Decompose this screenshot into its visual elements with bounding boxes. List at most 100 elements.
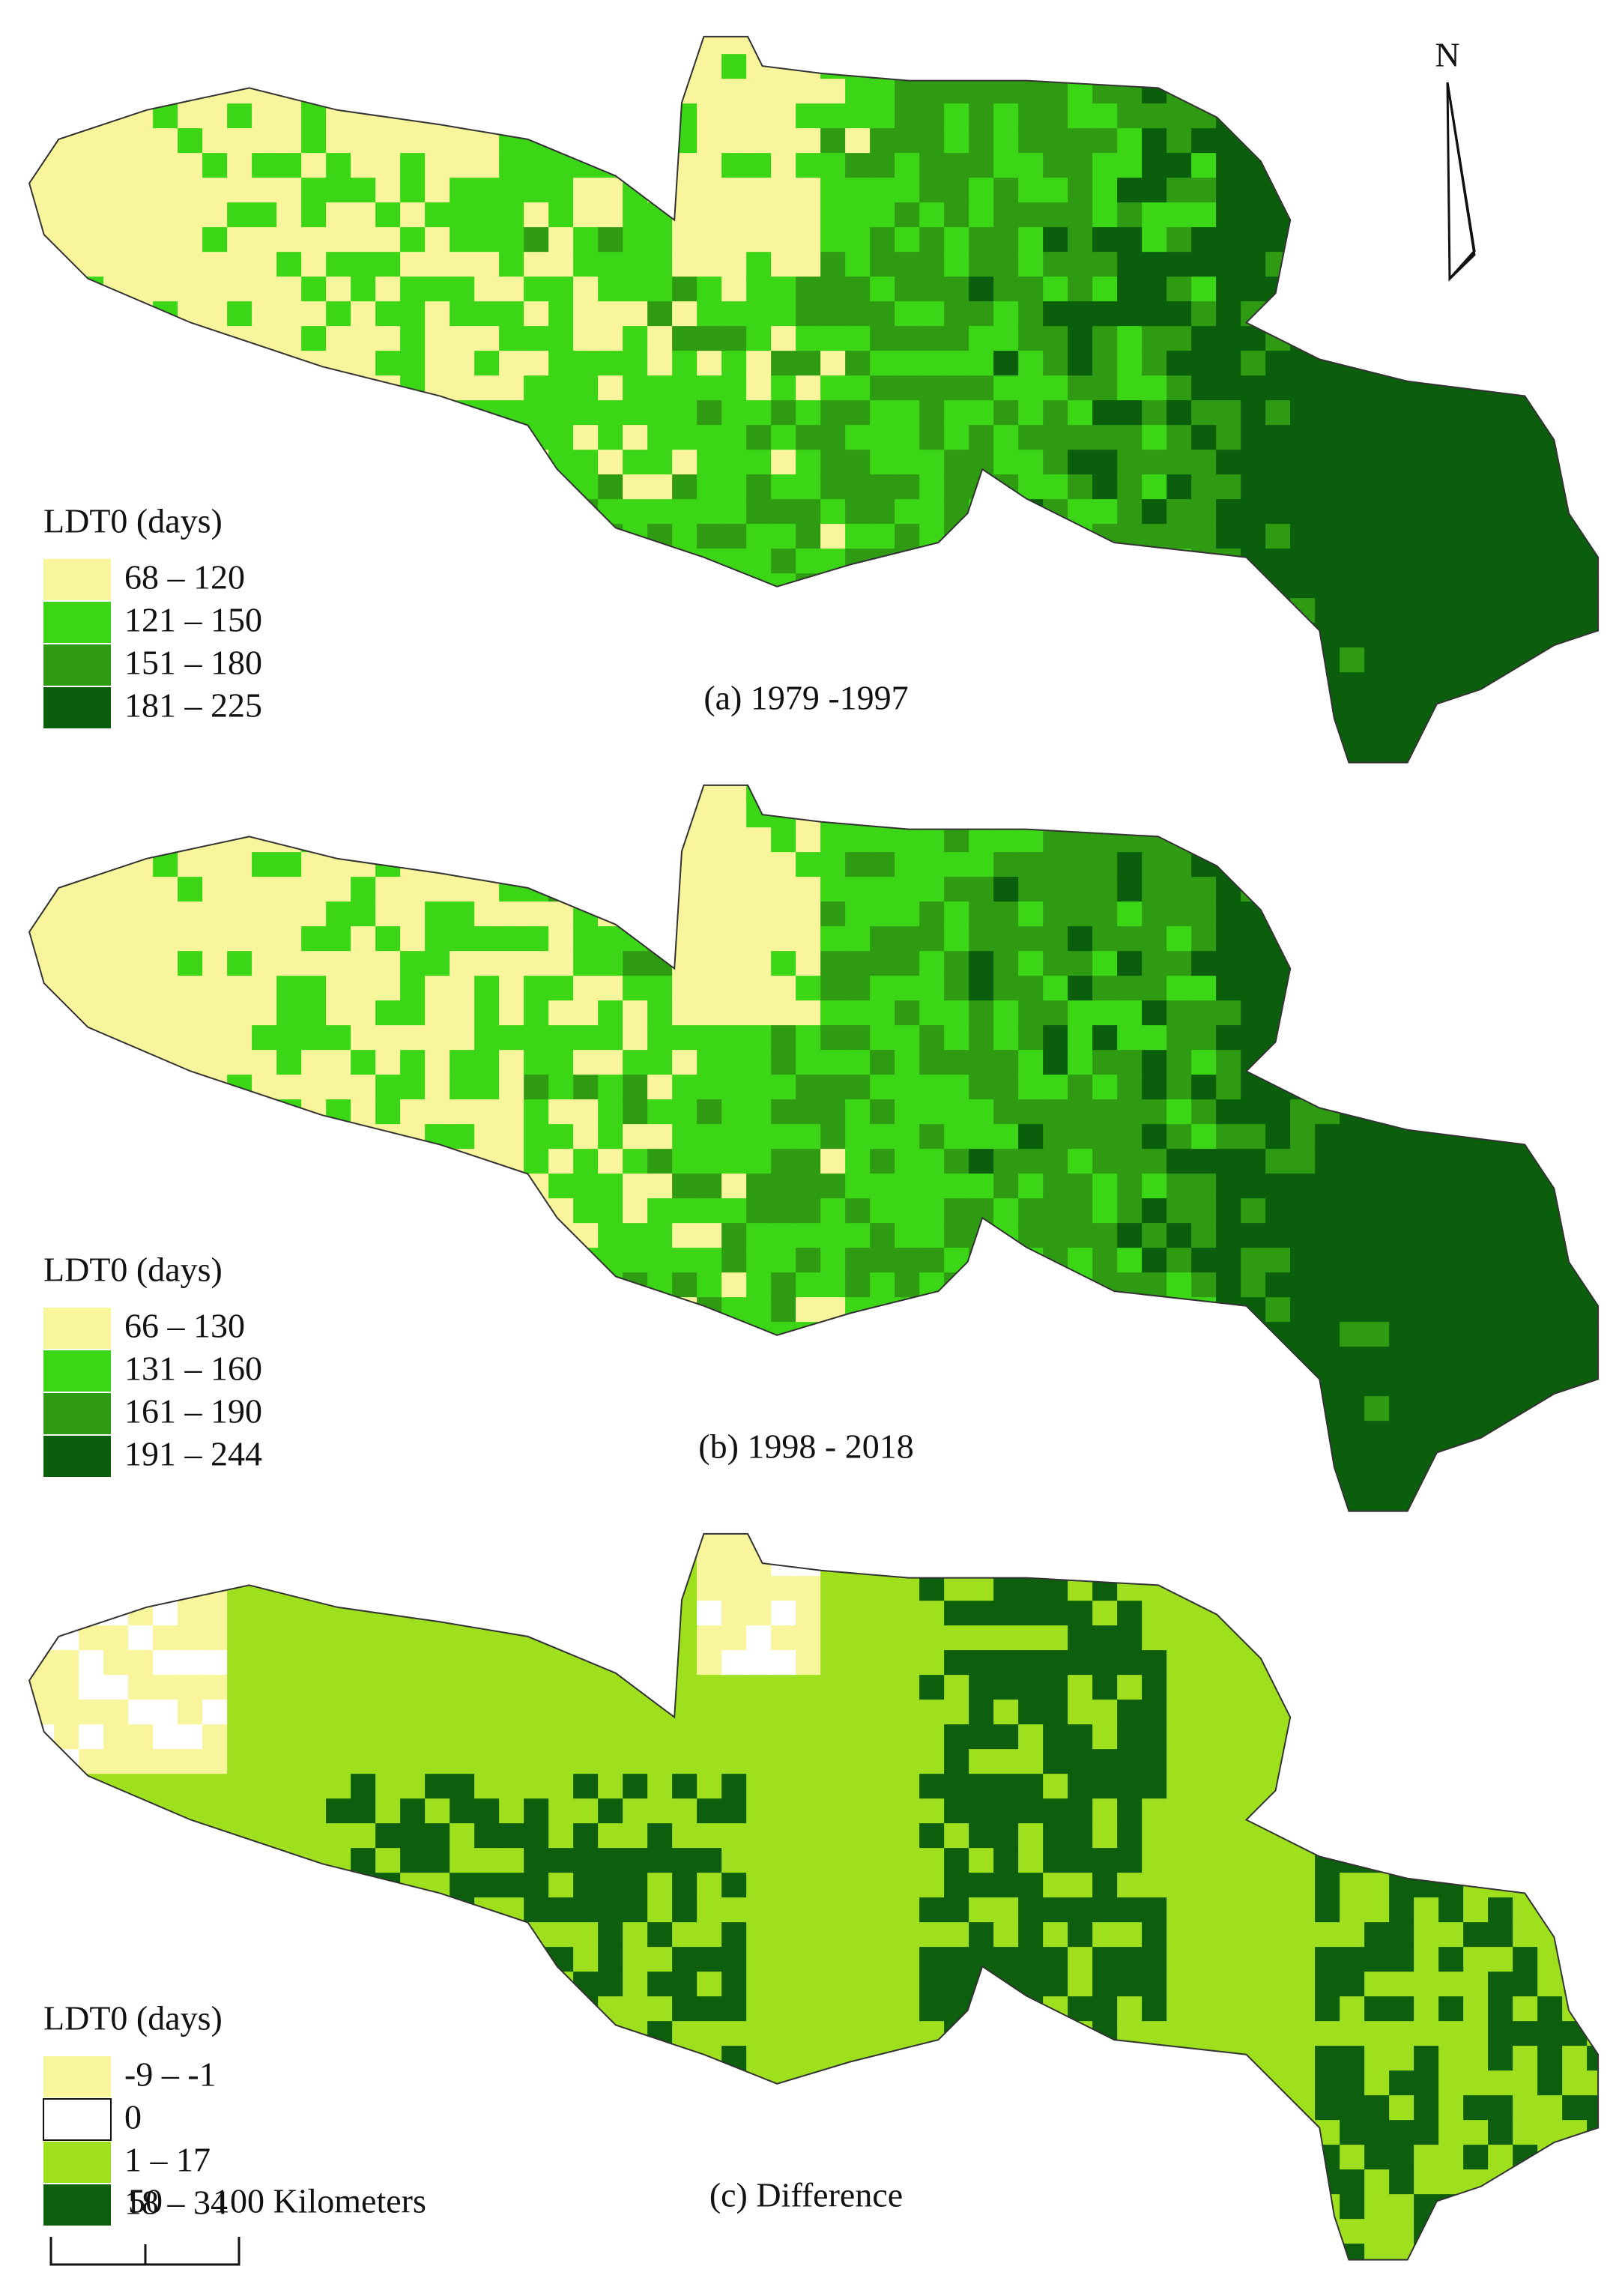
grid-cell	[573, 951, 599, 976]
grid-cell	[326, 79, 351, 104]
grid-cell	[1315, 976, 1340, 1001]
grid-cell	[79, 1700, 104, 1725]
grid-cell	[598, 351, 623, 376]
grid-cell	[326, 1650, 351, 1676]
grid-cell	[1340, 1495, 1365, 1511]
grid-cell	[1364, 722, 1390, 747]
grid-cell	[573, 277, 599, 302]
grid-cell	[1068, 1272, 1093, 1298]
grid-cell	[450, 976, 475, 1001]
grid-cell	[375, 1396, 401, 1422]
grid-cell	[919, 827, 945, 853]
grid-cell	[796, 926, 821, 952]
grid-cell	[919, 1223, 945, 1248]
grid-cell	[944, 499, 969, 525]
grid-cell	[721, 128, 747, 154]
grid-cell	[1241, 202, 1266, 228]
grid-cell	[697, 1551, 722, 1577]
grid-cell	[1117, 785, 1143, 803]
grid-cell	[1241, 1050, 1266, 1075]
grid-cell	[425, 1774, 450, 1799]
grid-cell	[1265, 1421, 1291, 1446]
grid-cell	[697, 1025, 722, 1051]
grid-cell	[573, 1996, 599, 2022]
grid-cell	[1315, 153, 1340, 178]
grid-cell	[573, 771, 599, 797]
grid-cell	[993, 1248, 1019, 1273]
grid-cell	[351, 103, 376, 129]
grid-cell	[845, 877, 871, 902]
grid-cell	[919, 1173, 945, 1199]
grid-cell	[1463, 1371, 1489, 1397]
grid-cell	[548, 1996, 574, 2022]
grid-cell	[499, 1371, 524, 1397]
grid-cell	[771, 1297, 796, 1323]
grid-cell	[919, 400, 945, 426]
grid-cell	[1587, 722, 1599, 747]
grid-cell	[697, 803, 722, 828]
grid-cell	[1191, 252, 1217, 277]
grid-cell	[1018, 1124, 1044, 1149]
grid-cell	[524, 474, 549, 500]
grid-cell	[1018, 1495, 1044, 1511]
grid-cell	[1438, 450, 1464, 475]
grid-cell	[1488, 1173, 1513, 1199]
grid-cell	[647, 1248, 673, 1273]
grid-cell	[351, 2120, 376, 2145]
grid-cell	[326, 1675, 351, 1700]
grid-cell	[845, 202, 871, 228]
grid-cell	[1241, 79, 1266, 104]
grid-cell	[771, 623, 796, 648]
grid-cell	[870, 1124, 895, 1149]
grid-cell	[103, 1625, 129, 1651]
grid-cell	[1340, 1000, 1365, 1026]
grid-cell	[1043, 1347, 1068, 1372]
grid-cell	[1513, 771, 1538, 797]
grid-cell	[103, 400, 129, 426]
grid-cell	[1389, 178, 1414, 203]
grid-cell	[1438, 1198, 1464, 1224]
grid-cell	[252, 425, 277, 450]
grid-cell	[598, 2095, 623, 2121]
grid-cell	[1364, 1025, 1390, 1051]
grid-cell	[870, 1149, 895, 1174]
grid-cell	[227, 746, 252, 763]
grid-cell	[227, 852, 252, 877]
grid-cell	[400, 499, 426, 525]
grid-cell	[573, 2268, 599, 2294]
grid-cell	[623, 1000, 648, 1026]
grid-cell	[400, 54, 426, 79]
grid-cell	[400, 1173, 426, 1199]
grid-cell	[548, 1576, 574, 1601]
grid-cell	[1092, 1223, 1118, 1248]
grid-cell	[202, 1533, 228, 1552]
grid-cell	[128, 785, 154, 803]
grid-cell	[1389, 1297, 1414, 1323]
grid-cell	[1068, 1050, 1093, 1075]
grid-cell	[1043, 277, 1068, 302]
grid-cell	[993, 951, 1019, 976]
grid-cell	[1142, 1347, 1167, 1372]
grid-cell	[721, 1075, 747, 1100]
grid-cell	[1414, 549, 1439, 574]
grid-cell	[870, 827, 895, 853]
grid-cell	[227, 153, 252, 178]
grid-cell	[1265, 351, 1291, 376]
grid-cell	[79, 1551, 104, 1577]
grid-cell	[548, 1371, 574, 1397]
grid-cell	[79, 785, 104, 803]
grid-cell	[721, 1470, 747, 1496]
grid-cell	[1513, 1396, 1538, 1422]
grid-cell	[1340, 277, 1365, 302]
grid-cell	[895, 1149, 920, 1174]
grid-cell	[128, 1520, 154, 1545]
grid-cell	[697, 1173, 722, 1199]
grid-cell	[548, 1347, 574, 1372]
grid-cell	[29, 1625, 55, 1651]
grid-cell	[202, 474, 228, 500]
grid-cell	[647, 803, 673, 828]
grid-cell	[301, 1798, 327, 1824]
grid-cell	[672, 2095, 697, 2121]
grid-cell	[771, 1223, 796, 1248]
grid-cell	[1290, 103, 1316, 129]
